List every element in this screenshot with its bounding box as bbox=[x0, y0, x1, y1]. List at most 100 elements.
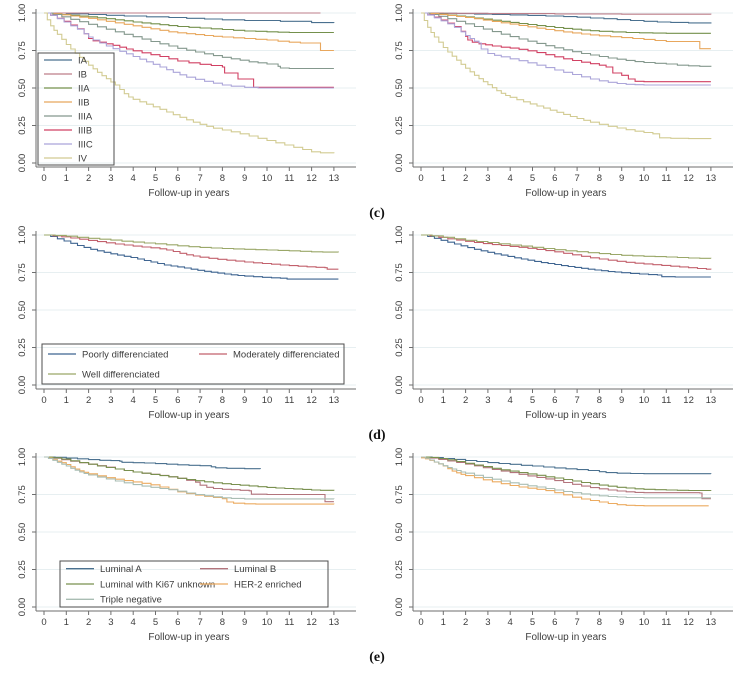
y-tick-label: 0.25 bbox=[17, 338, 28, 357]
x-tick-label: 9 bbox=[242, 395, 247, 406]
x-tick-label: 13 bbox=[328, 395, 339, 406]
x-tick-label: 11 bbox=[284, 173, 294, 184]
x-tick-label: 0 bbox=[418, 395, 423, 406]
y-tick-label: 0.00 bbox=[394, 154, 405, 173]
legend-label: IA bbox=[78, 55, 88, 66]
series-line-luminal-with-ki67-unknown bbox=[43, 456, 334, 491]
legend-label: IIIC bbox=[78, 139, 93, 150]
legend-box bbox=[59, 560, 328, 608]
x-tick-label: 13 bbox=[705, 395, 716, 406]
series-line-triple-negative bbox=[43, 456, 334, 500]
x-tick-label: 12 bbox=[683, 173, 694, 184]
x-tick-label: 12 bbox=[683, 395, 694, 406]
x-tick-label: 3 bbox=[108, 395, 113, 406]
x-tick-label: 10 bbox=[638, 395, 649, 406]
x-tick-label: 8 bbox=[596, 173, 601, 184]
legend: Luminal A Luminal B Luminal with Ki67 unkn… bbox=[59, 560, 328, 608]
chart-cell-subtype-left: 0.00 0.25 0.50 0.75 1.00 0 1 2 3 4 5 6 7 8 9 10 11 12 13 Fo… bbox=[0, 448, 377, 647]
x-tick-label: 7 bbox=[197, 395, 202, 406]
legend-label: IV bbox=[78, 153, 88, 164]
series-line-iiic bbox=[43, 12, 334, 89]
x-tick-label: 3 bbox=[485, 617, 490, 628]
panel-label-d: (d) bbox=[368, 428, 386, 443]
x-tick-label: 9 bbox=[619, 617, 624, 628]
x-tick-label: 8 bbox=[219, 617, 224, 628]
legend-label: Well differenciated bbox=[82, 369, 160, 380]
x-tick-label: 5 bbox=[152, 617, 157, 628]
panel-label-e: (e) bbox=[369, 650, 385, 665]
legend-label: HER-2 enriched bbox=[234, 579, 302, 590]
x-tick-label: 1 bbox=[63, 617, 68, 628]
x-tick-label: 6 bbox=[552, 395, 557, 406]
x-tick-label: 6 bbox=[175, 173, 180, 184]
series-line-well-differenciated bbox=[43, 234, 339, 253]
series-line-iiib bbox=[420, 12, 711, 83]
series-line-poorly-differenciated bbox=[420, 234, 711, 278]
x-axis-title: Follow-up in years bbox=[148, 632, 229, 643]
x-tick-label: 7 bbox=[574, 395, 579, 406]
x-tick-label: 0 bbox=[41, 395, 46, 406]
x-tick-label: 2 bbox=[462, 617, 467, 628]
x-tick-label: 7 bbox=[574, 173, 579, 184]
chart-cell-stage-right: 0.00 0.25 0.50 0.75 1.00 0 1 2 3 4 5 6 7 8 9 10 11 12 13 Fo… bbox=[377, 4, 754, 203]
chart-cell-stage-left: 0.00 0.25 0.50 0.75 1.00 0 1 2 3 4 5 6 7 8 9 10 11 12 13 Fo… bbox=[0, 4, 377, 203]
legend-label: IIB bbox=[78, 97, 90, 108]
y-tick-label: 0.25 bbox=[394, 116, 405, 135]
series-line-moderately-differenciated bbox=[420, 234, 711, 270]
legend-label: IIA bbox=[78, 83, 90, 94]
series-line-iia bbox=[43, 12, 334, 34]
legend-box bbox=[41, 343, 344, 385]
x-tick-label: 9 bbox=[619, 173, 624, 184]
survival-figure: 0.00 0.25 0.50 0.75 1.00 0 1 2 3 4 5 6 7 8 9 10 11 12 13 Fo… bbox=[0, 4, 754, 665]
x-tick-label: 1 bbox=[63, 173, 68, 184]
y-tick-label: 0.75 bbox=[394, 263, 405, 282]
series-line-iib bbox=[43, 12, 334, 52]
x-tick-label: 4 bbox=[130, 617, 135, 628]
y-tick-label: 0.50 bbox=[394, 79, 405, 98]
x-tick-label: 3 bbox=[485, 173, 490, 184]
x-axis-title: Follow-up in years bbox=[148, 188, 229, 199]
y-tick-label: 0.75 bbox=[17, 485, 28, 504]
legend: Poorly differenciated Moderately differen… bbox=[41, 343, 344, 385]
y-tick-label: 0.00 bbox=[17, 376, 28, 395]
y-tick-label: 0.50 bbox=[394, 301, 405, 320]
x-tick-label: 1 bbox=[440, 395, 445, 406]
x-tick-label: 5 bbox=[152, 395, 157, 406]
series-line-luminal-with-ki67-unknown bbox=[420, 456, 711, 492]
x-tick-label: 2 bbox=[85, 617, 90, 628]
x-tick-label: 10 bbox=[638, 617, 649, 628]
x-axis-title: Follow-up in years bbox=[525, 410, 606, 421]
y-tick-label: 0.50 bbox=[394, 523, 405, 542]
km-chart-stage-right: 0.000.250.500.751.000 1 2 3 4 5 6 7 8 9 10 11 12 13Fo… bbox=[394, 4, 733, 199]
x-tick-label: 8 bbox=[596, 617, 601, 628]
series-line-moderately-differenciated bbox=[43, 234, 338, 270]
y-tick-label: 0.00 bbox=[17, 154, 28, 173]
x-tick-label: 1 bbox=[63, 395, 68, 406]
x-tick-label: 10 bbox=[638, 173, 649, 184]
chart-cell-grade-left: 0.00 0.25 0.50 0.75 1.00 0 1 2 3 4 5 6 7 8 9 10 11 12 13 Fo… bbox=[0, 226, 377, 425]
legend-label: Luminal with Ki67 unknown bbox=[100, 579, 215, 590]
legend-label: IB bbox=[78, 69, 87, 80]
x-tick-label: 2 bbox=[462, 395, 467, 406]
series-line-luminal-a bbox=[420, 456, 711, 475]
x-tick-label: 2 bbox=[462, 173, 467, 184]
y-tick-label: 0.75 bbox=[17, 263, 28, 282]
series-line-ib bbox=[420, 12, 711, 15]
km-chart-subtype-left: 0.000.250.500.751.000 1 2 3 4 5 6 7 8 9 10 11 12 13Fo… bbox=[17, 448, 356, 643]
legend-label: Poorly differenciated bbox=[82, 349, 168, 360]
x-tick-label: 13 bbox=[705, 617, 716, 628]
legend-label: IIIB bbox=[78, 125, 92, 136]
x-tick-label: 0 bbox=[41, 617, 46, 628]
series-line-luminal-b bbox=[420, 456, 711, 500]
x-tick-label: 8 bbox=[219, 173, 224, 184]
y-tick-label: 0.50 bbox=[17, 301, 28, 320]
x-tick-label: 4 bbox=[507, 617, 512, 628]
legend-box bbox=[37, 52, 114, 166]
x-tick-label: 11 bbox=[661, 173, 671, 184]
km-chart-subtype-right: 0.000.250.500.751.000 1 2 3 4 5 6 7 8 9 10 11 12 13Fo… bbox=[394, 448, 733, 643]
legend: IA IB IIA IIB IIIA IIIB IIIC IV bbox=[37, 52, 114, 166]
series-line-iiic bbox=[420, 12, 711, 86]
y-tick-label: 0.25 bbox=[17, 560, 28, 579]
x-tick-label: 2 bbox=[85, 173, 90, 184]
y-tick-label: 0.75 bbox=[394, 41, 405, 60]
